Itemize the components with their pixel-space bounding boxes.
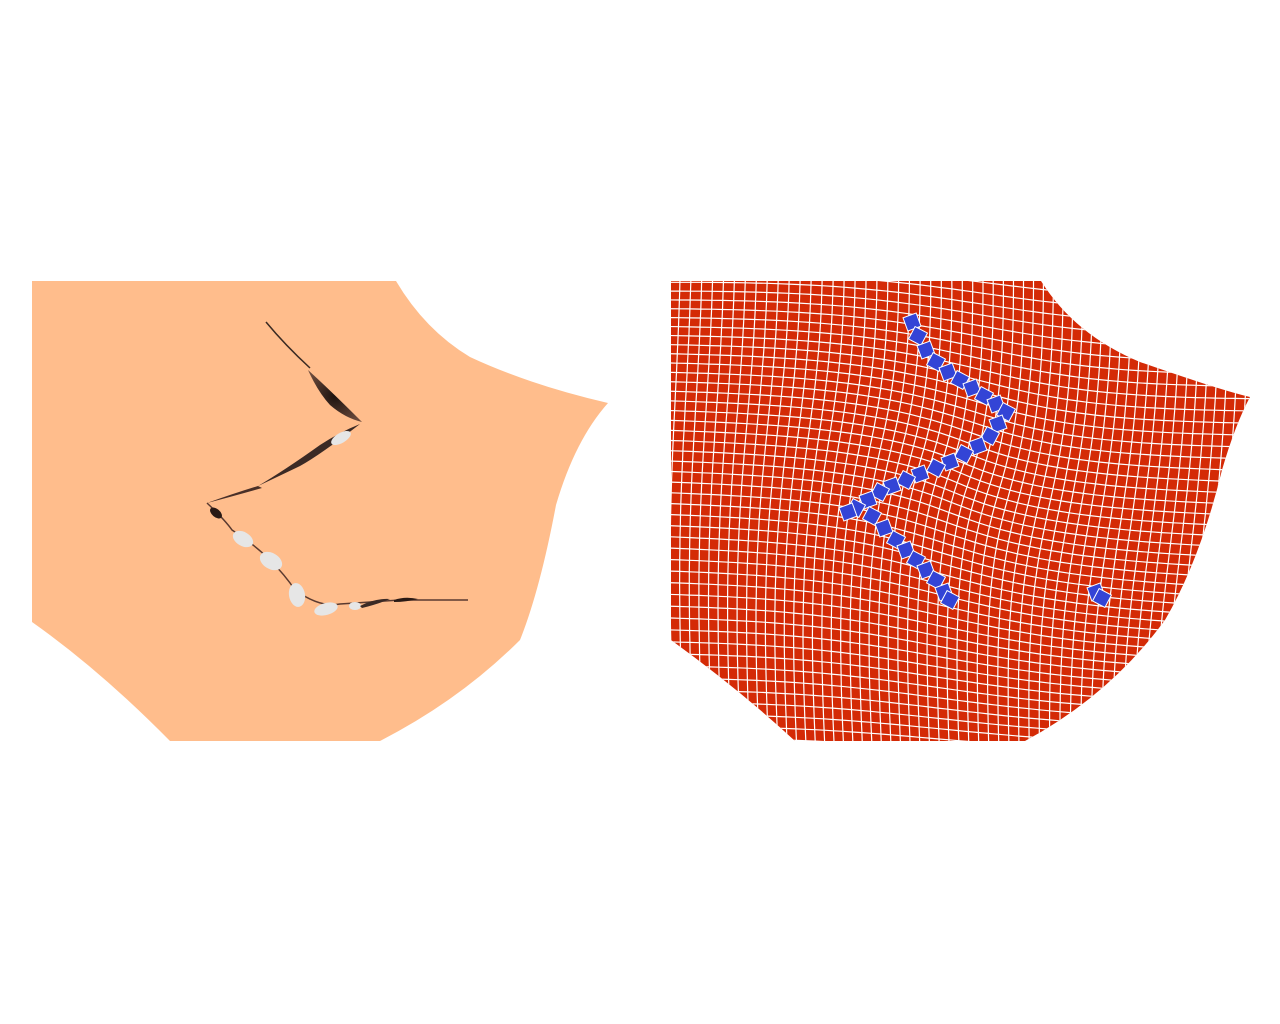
- mesh-column-line: [1235, 284, 1269, 760]
- mesh-panel: [660, 256, 1269, 761]
- mesh-column-line: [660, 256, 670, 739]
- mesh-column-line: [1204, 285, 1239, 761]
- mesh-row-line: [665, 739, 1235, 761]
- mesh-row-line: [670, 256, 1269, 285]
- crack-gap-7: [349, 602, 361, 610]
- surface-shape: [32, 281, 608, 741]
- mesh-column-line: [1225, 285, 1260, 761]
- rendered-surface-panel: [32, 281, 608, 741]
- mesh-column-line: [1214, 285, 1249, 761]
